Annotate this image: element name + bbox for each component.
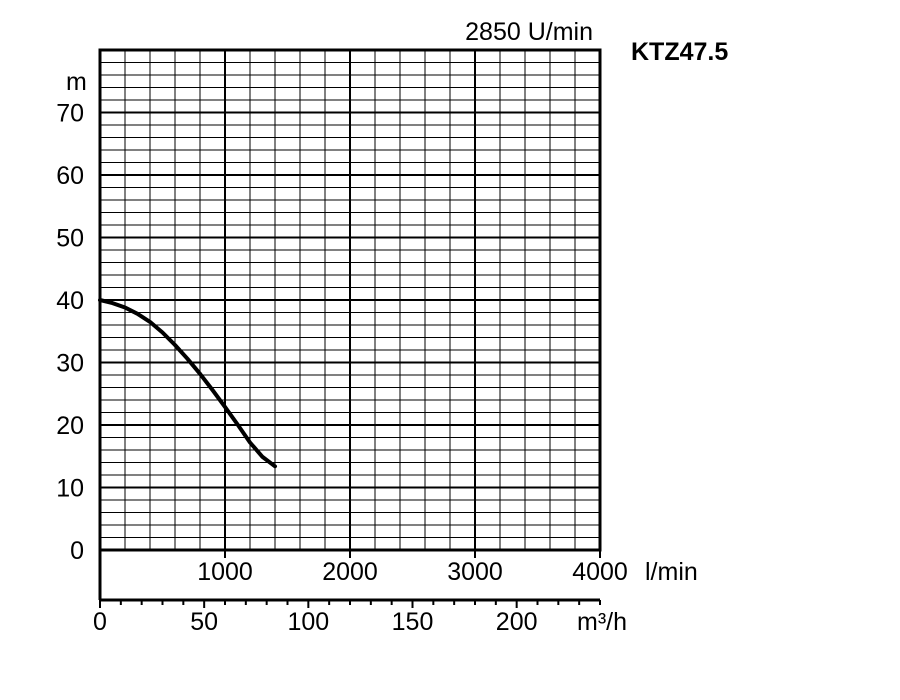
y-tick-label: 40 [56, 287, 84, 315]
x-m3h-tick-label: 100 [287, 608, 329, 636]
series-layer [98, 298, 277, 469]
y-tick-label: 0 [70, 537, 84, 565]
x-m3h-tick-label: 150 [392, 608, 434, 636]
y-tick-label: 30 [56, 350, 84, 378]
x-m3h-tick-labels: 0 50 100 150 200 [93, 608, 537, 636]
y-tick-label: 50 [56, 225, 84, 253]
y-axis-label: m [66, 68, 87, 96]
pump-curve-line [98, 298, 277, 469]
x-lmin-tick-label: 3000 [447, 558, 503, 586]
x-lmin-tick-label: 1000 [197, 558, 253, 586]
y-tick-labels: 0 10 20 30 40 50 60 70 [56, 100, 84, 566]
y-tick-label: 10 [56, 475, 84, 503]
y-tick-label: 20 [56, 412, 84, 440]
x-m3h-unit-label: m³/h [577, 608, 627, 636]
y-tick-label: 70 [56, 100, 84, 128]
x-lmin-tick-labels: 1000 2000 3000 4000 [197, 558, 628, 586]
x-m3h-tick-label: 50 [190, 608, 218, 636]
x-lmin-tick-label: 2000 [322, 558, 378, 586]
x-lmin-tick-label: 4000 [572, 558, 628, 586]
x-m3h-tick-label: 0 [93, 608, 107, 636]
y-tick-label: 60 [56, 162, 84, 190]
x-lmin-unit-label: l/min [645, 558, 698, 586]
chart-title: KTZ47.5 [631, 38, 728, 66]
x-m3h-tick-label: 200 [496, 608, 538, 636]
speed-label: 2850 U/min [465, 18, 593, 46]
major-grid [100, 50, 600, 550]
